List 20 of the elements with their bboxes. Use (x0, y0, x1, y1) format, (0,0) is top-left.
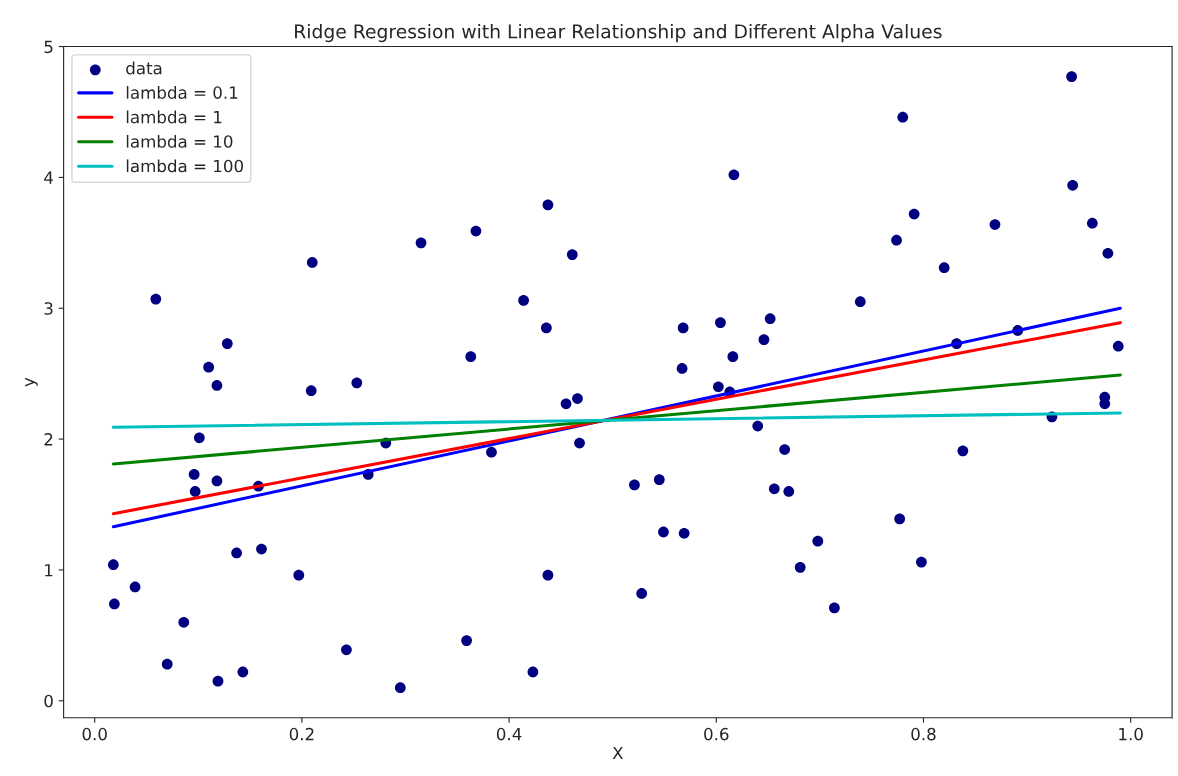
y-tick-label: 0 (44, 694, 53, 708)
x-tick-label: 0.4 (496, 727, 522, 741)
y-tick-label: 4 (44, 171, 53, 184)
legend-label: data (126, 61, 162, 75)
y-axis-title: y (25, 377, 38, 387)
y-tick-label: 2 (44, 433, 53, 446)
x-tick-label: 0.2 (289, 727, 314, 741)
x-tick-label: 1.0 (1119, 727, 1143, 741)
legend-label: lambda = 0.1 (126, 86, 238, 99)
x-tick-label: 0.0 (82, 727, 107, 741)
x-tick-label: 0.6 (704, 727, 729, 741)
x-axis-title: X (612, 746, 624, 760)
y-tick-label: 3 (44, 302, 53, 315)
x-tick-label: 0.8 (911, 727, 936, 741)
chart-title: Ridge Regression with Linear Relationship and Different Alpha Values (295, 23, 942, 43)
y-tick-label: 5 (44, 40, 53, 54)
legend-label: lambda = 1 (126, 110, 222, 124)
legend-label: lambda = 10 (126, 134, 233, 148)
legend-label: lambda = 100 (126, 159, 243, 173)
y-tick-label: 1 (45, 564, 53, 577)
